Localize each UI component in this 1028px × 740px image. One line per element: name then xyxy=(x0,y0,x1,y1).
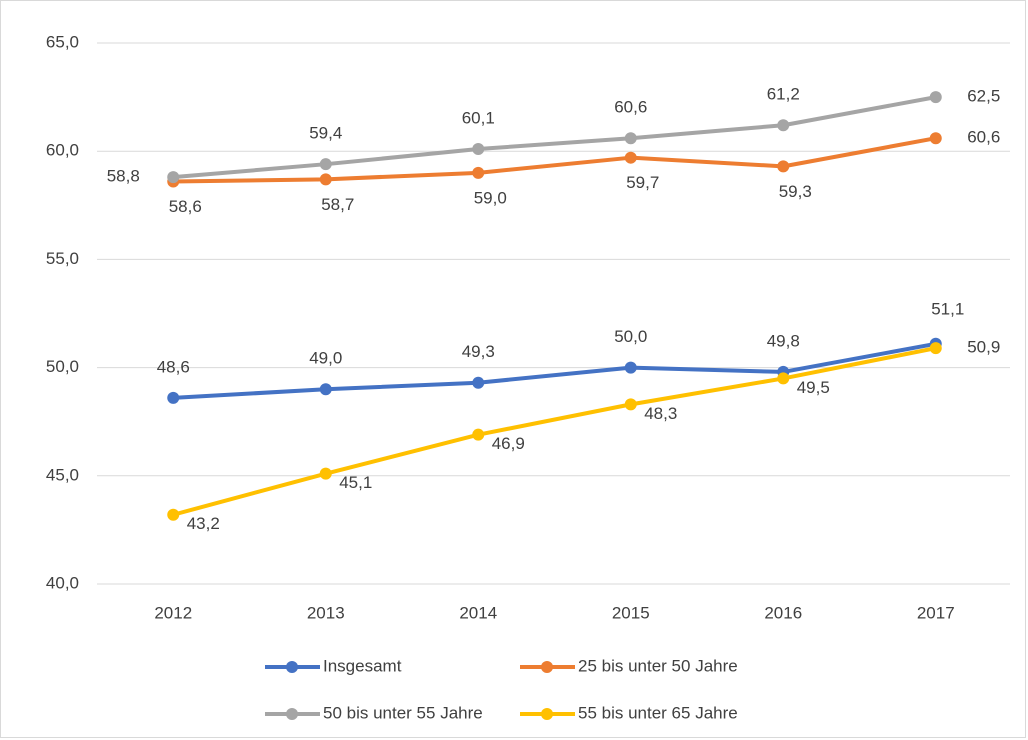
data-label: 49,0 xyxy=(309,349,342,368)
data-point xyxy=(929,91,942,104)
legend-label: 50 bis unter 55 Jahre xyxy=(323,703,483,722)
x-tick-label: 2013 xyxy=(307,603,345,622)
data-label: 58,7 xyxy=(321,195,354,214)
data-point xyxy=(929,342,942,355)
data-label: 59,4 xyxy=(309,124,342,143)
data-point xyxy=(472,428,485,441)
y-tick-label: 60,0 xyxy=(46,141,79,160)
data-label: 62,5 xyxy=(967,87,1000,106)
data-label: 59,0 xyxy=(474,188,507,207)
legend-label: 55 bis unter 65 Jahre xyxy=(578,703,738,722)
legend-marker xyxy=(286,661,298,673)
data-label: 49,3 xyxy=(462,342,495,361)
data-label: 58,6 xyxy=(169,197,202,216)
data-label: 51,1 xyxy=(931,299,964,318)
data-point xyxy=(624,151,637,164)
data-label: 48,6 xyxy=(157,357,190,376)
data-label: 46,9 xyxy=(492,434,525,453)
legend-label: Insgesamt xyxy=(323,656,402,675)
data-label: 49,8 xyxy=(767,331,800,350)
series-line xyxy=(173,95,937,180)
legend-marker xyxy=(286,708,298,720)
data-point xyxy=(472,143,485,156)
x-tick-label: 2015 xyxy=(612,603,650,622)
x-tick-label: 2017 xyxy=(917,603,955,622)
data-label: 59,3 xyxy=(779,182,812,201)
data-point xyxy=(319,158,332,171)
data-point xyxy=(319,173,332,186)
data-point xyxy=(472,376,485,389)
data-point xyxy=(777,119,790,132)
data-point xyxy=(319,383,332,396)
data-label: 49,5 xyxy=(797,378,830,397)
data-label: 58,8 xyxy=(107,167,140,186)
data-point xyxy=(929,132,942,145)
data-point xyxy=(624,132,637,145)
data-label: 60,6 xyxy=(967,128,1000,147)
y-tick-label: 65,0 xyxy=(46,32,79,51)
series-line xyxy=(172,346,937,517)
data-point xyxy=(624,361,637,374)
y-tick-label: 45,0 xyxy=(46,465,79,484)
y-tick-label: 50,0 xyxy=(46,357,79,376)
x-tick-label: 2016 xyxy=(764,603,802,622)
data-point xyxy=(777,160,790,173)
data-label: 60,1 xyxy=(462,109,495,128)
legend-marker xyxy=(541,708,553,720)
data-point xyxy=(472,166,485,179)
x-tick-label: 2014 xyxy=(459,603,497,622)
data-label: 45,1 xyxy=(339,473,372,492)
data-point xyxy=(167,171,180,184)
data-label: 59,7 xyxy=(626,173,659,192)
data-label: 50,9 xyxy=(967,338,1000,357)
data-point xyxy=(167,391,180,404)
data-label: 60,6 xyxy=(614,98,647,117)
data-label: 48,3 xyxy=(644,404,677,423)
data-point xyxy=(319,467,332,480)
legend-marker xyxy=(541,661,553,673)
data-point xyxy=(777,372,790,385)
x-tick-label: 2012 xyxy=(154,603,192,622)
data-label: 43,2 xyxy=(187,514,220,533)
data-point xyxy=(624,398,637,411)
series-line xyxy=(173,136,937,184)
y-tick-label: 55,0 xyxy=(46,249,79,268)
y-tick-label: 40,0 xyxy=(46,573,79,592)
series-line xyxy=(173,341,937,400)
data-label: 50,0 xyxy=(614,327,647,346)
data-label: 61,2 xyxy=(767,85,800,104)
data-point xyxy=(167,508,180,521)
legend-label: 25 bis unter 50 Jahre xyxy=(578,656,738,675)
